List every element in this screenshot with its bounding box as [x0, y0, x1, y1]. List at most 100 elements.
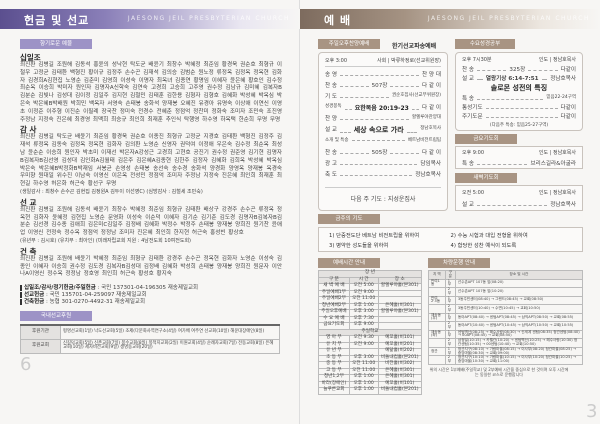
order-of-service-row: 주기도문 다같이	[462, 114, 576, 120]
table-cell	[428, 287, 446, 297]
table-cell: 신길덕교회(5일) 신촌교회(7일) 봉수교회(8일) 목적지교회(2일) 이원…	[60, 338, 280, 354]
dawn-label: 새벽기도회	[455, 173, 517, 183]
account-list: 십일조/감사/정기헌금/주일헌금 : 국민 137301-04-196305 재…	[20, 285, 282, 306]
sunday-subtitle: 한기선교파송예배	[392, 43, 437, 50]
table-row: 후원기관 평명선교회(1일) 낙도선교회(5일) 조제(다문화사역연구소(4일) …	[20, 324, 280, 340]
table-row: 재송동(좌) 1부 센텀벽산(08:25) → 해수사랑(08:30) → 신세계 …	[428, 329, 584, 340]
tithe-names: 최진환 김병길 조원해 김동석 홍윤의 성낙현 탁도균 배윤기 최창수 박혜정 …	[20, 62, 282, 123]
table-row: 반여2·3동 1부 3동주민센터(08:40) → 그랜드(08:45) → 교회(…	[428, 295, 584, 306]
table-row: 2부 정관지구(10:10) → 가람마을(10:15) → 이사부(10:20)…	[428, 355, 584, 365]
left-page: 헌금 및 선교 JAESONG JEIL PRESBYTERIAN CHURCH…	[0, 0, 300, 424]
table-cell: 선수촌APT 107동 앞(08:20)	[454, 278, 584, 289]
table-cell: 1부	[444, 329, 456, 340]
table-row: 재송동(우) 1부 동아APT(08:40) → 센텀APT(08:45) → 삼익…	[428, 312, 584, 323]
table-header-cell: 후원기관	[20, 324, 61, 340]
next-week-prayer: 다음 주 기도 : 지성운집사	[325, 187, 441, 203]
right-page: 예 배 JAESONG JEIL PRESBYTERIAN CHURCH 주일오…	[300, 0, 600, 424]
table-cell: 늘푸른교회	[318, 387, 350, 395]
order-of-service-row: 찬 송 507장 다 같 이	[325, 83, 441, 89]
table-cell: 2부	[444, 304, 456, 314]
group-heading-tithe: 십일조	[20, 53, 41, 62]
table-row: 반여1동 1부 선수촌APT 107동 앞(08:20)	[428, 278, 584, 289]
table-cell: 동아APT(10:40) → 센텀APT(10:45) → 삼익APT(10:5…	[454, 321, 584, 331]
support-label: 국내선교후원	[20, 311, 92, 322]
section-title: 헌금 및 선교	[24, 14, 90, 27]
table-cell: 오후 1:00	[348, 387, 379, 395]
table-cell: 삼정빌(10:15) → 카펠관(10:20) → 센텀벽산(10:25) → …	[454, 338, 584, 348]
table-row: 2부 동아APT(10:40) → 센텀APT(10:45) → 삼익APT(10…	[428, 321, 584, 331]
order-of-service-row: 오후 9:00 인도 | 정남호목사	[462, 150, 576, 156]
support-table: 후원기관 평명선교회(1일) 낙도선교회(5일) 조제(다문화사역연구소(4일) …	[20, 324, 280, 354]
building-names: 최진환 김병길 조원해 배윤기 박혜정 최준임 최형규 김태환 강경주 손수곤 …	[20, 255, 282, 278]
prayer-list: 1) 단중전도단 베트남 비전트립을 위하여 2) 수능 시험과 대입 전형을 …	[318, 227, 583, 252]
order-of-service-row: 설 교 정남호목사	[462, 202, 576, 208]
thanks-names: 최진환 김병길 탁도균 배윤기 최준임 황경욱 권순호 이종진 최형규 고정균 …	[20, 134, 282, 188]
friday-label: 금요기도회	[455, 134, 517, 144]
table-cell: 할렐루야홀(본301)	[377, 283, 423, 291]
prayer-item: 1) 단중전도단 베트남 비전트립을 위하여	[329, 233, 420, 239]
table-row: 늘푸른교회 오후 1:00 비돌내컴홀(본201)	[318, 387, 423, 395]
table-cell: 3동주민센터(08:40) → 그랜드(08:45) → 교회(08:50)	[454, 295, 584, 306]
prayer-label: 금주의 기도	[318, 214, 380, 224]
table-cell: 2부	[444, 355, 456, 365]
order-of-service-row: 축 도 정남호목사	[325, 172, 441, 178]
group-heading-thanks: 감 사	[20, 125, 37, 135]
mission-names: 최진환 김병길 조원해 김동석 배윤기 최창수 박혜정 최준임 최형규 김태환 …	[20, 206, 282, 237]
table-cell: 2부	[444, 338, 456, 348]
table-cell: 1부	[444, 278, 456, 289]
offering-label: 향기로운 예물	[20, 39, 92, 49]
table-row: 후원교회 신길덕교회(5일) 신촌교회(7일) 봉수교회(8일) 목적지교회(2일…	[20, 338, 280, 354]
friday-service-card: 오후 9:00 인도 | 정남호목사 특 송 브리스길라&아굴라	[455, 146, 583, 169]
order-of-service-row: (다음주 특송: 믿음25-27구역)	[489, 123, 549, 128]
table-cell: 할렐루야홀(본301)	[377, 309, 423, 317]
bus-label: 차량운행 안내	[428, 258, 490, 268]
account-row: 건축헌금 : 농협 301-0270-4492-31 재송제일교회	[20, 299, 282, 306]
table-cell: 평명선교회(1일) 낙도선교회(5일) 조제(다문화사역연구소(4일) 여가배 …	[60, 324, 280, 340]
thanks-note: (생일감사 : 최창수 손수곤 김현집 김정원A 김두이 이선영C) (심방감사…	[20, 188, 203, 195]
order-of-service-row: 오후 3:00 사회 | 박류하정로(선교위원장)	[325, 57, 441, 67]
table-cell: 동아APT(08:40) → 센텀APT(08:45) → 삼익APT(08:5…	[454, 312, 584, 323]
table-row: 2부 삼정빌(10:15) → 카펠관(10:20) → 센텀벽산(10:25) …	[428, 338, 584, 348]
church-name: JAESONG JEIL PRESBYTERIAN CHURCH	[427, 15, 590, 22]
prayer-item: 2) 수능 시험과 대입 전형을 위하여	[450, 233, 528, 239]
table-cell: 1부	[444, 295, 456, 306]
account-row: 십일조/감사/정기헌금/주일헌금 : 국민 137301-04-196305 재…	[20, 285, 282, 292]
prayer-item: 4) 합당한 성찬 예식이 되도록	[450, 243, 517, 249]
dawn-service-card: 오전 5:00 인도 | 정남호목사 설 교 정남호목사	[455, 185, 583, 211]
group-heading-mission: 선 교	[20, 197, 37, 207]
table-row: 2부 선수촌APT 107동 앞(10:20)	[428, 287, 584, 297]
order-of-service-row: 찬 송 325장 다같이	[462, 67, 577, 73]
order-of-service-row: 설 교 세상 속으로 가라 정남호목사	[325, 126, 441, 134]
table-row: 주일예배1부 오전 9:00	[318, 289, 423, 297]
table-cell	[428, 304, 446, 314]
table-cell	[428, 338, 446, 348]
order-of-service-row: 소개 및 특송 베트남비전트립팀	[325, 138, 441, 143]
bus-table: 지 역 구분 장소 및 시간 반여1동 1부 선수촌APT 107동 앞(08:20) 2부…	[428, 270, 584, 365]
table-cell: 반여2·3동	[428, 295, 446, 306]
sermon-title: 솔로몬 성전의 특징	[490, 84, 548, 92]
table-cell: 3동주민센터(10:40) → 수변(10:45) → 교회(10:50)	[454, 304, 584, 314]
table-cell: 1부	[444, 312, 456, 323]
table-cell: 재송동(좌)	[428, 329, 446, 340]
order-of-service-row: 오전 5:00 인도 | 정남호목사	[462, 190, 576, 196]
order-of-service-row: 특 송 브리스길라&아굴라	[462, 161, 576, 167]
table-header-cell: 구분	[444, 270, 456, 280]
table-header-cell: 장소 및 시간	[454, 270, 584, 280]
table-cell: 비돌내컴홀(본201)	[377, 387, 423, 395]
table-header-cell: 후원교회	[20, 338, 61, 354]
page-number: 3	[586, 401, 598, 422]
table-cell: 재송동(우)	[428, 312, 446, 323]
table-cell: 선수촌APT 107동 앞(10:20)	[454, 287, 584, 297]
table-cell: 정관지구(10:10) → 가람마을(10:15) → 이사부(10:20) 정…	[454, 355, 584, 365]
table-cell: 정관지구(08:10) → 가람마을(08:15) → 이사부(08:20) 정…	[454, 346, 584, 357]
table-header-cell: 지 역	[428, 270, 446, 280]
table-cell	[428, 355, 446, 365]
order-of-service-row: 설 교 열왕기상 6:14-7:51 정남호목사	[462, 76, 576, 82]
order-of-service-row: 성경봉독 요한복음 20:19-23 다 같 이	[325, 104, 442, 112]
bus-section: 지 역 구분 장소 및 시간 반여1동 1부 선수촌APT 107동 앞(08:20) 2부…	[428, 270, 584, 377]
order-of-service-row: 통성기도 다같이	[462, 105, 576, 111]
page-number: 6	[20, 353, 32, 375]
